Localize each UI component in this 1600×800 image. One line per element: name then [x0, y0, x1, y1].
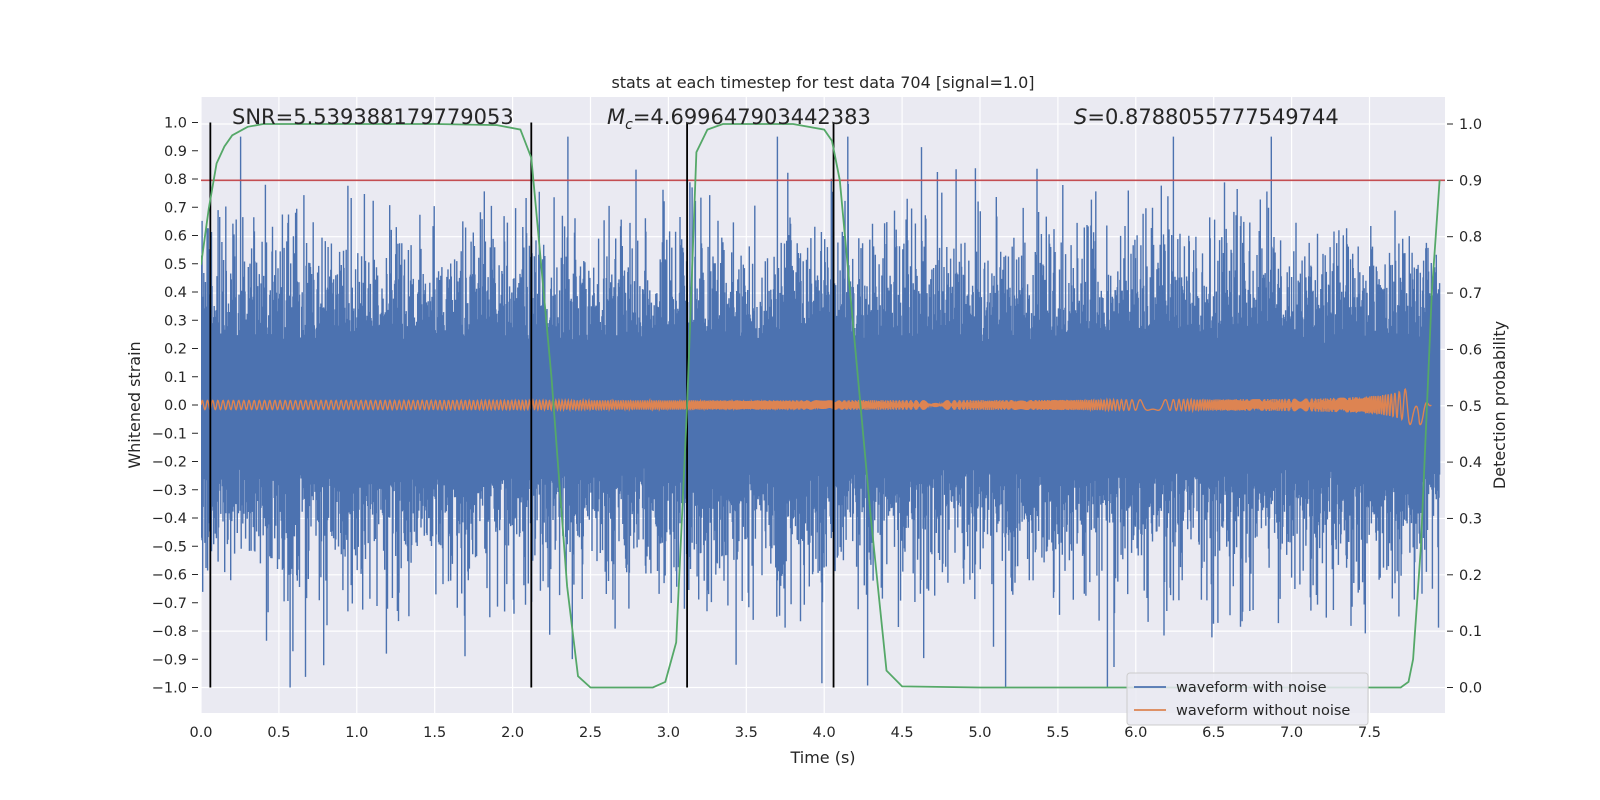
x-tick-label: 5.0 [968, 725, 991, 741]
y-tick-label: −1.0 [152, 681, 187, 697]
chirp-mass-subscript: c [625, 117, 633, 133]
legend: waveform with noise waveform without noi… [1126, 672, 1369, 726]
y-tick-label: 0.8 [164, 172, 187, 188]
chart-title: stats at each timestep for test data 704… [611, 73, 1034, 92]
y-axis-label: Whitened strain [125, 341, 144, 468]
y-tick-labels: −1.0 −0.9 −0.8 −0.7 −0.6 −0.5 −0.4 −0.3 −0.2 −0.1… [152, 116, 198, 697]
x-tick-label: 5.5 [1046, 725, 1069, 741]
y-tick-label: 0.2 [164, 342, 187, 358]
y-tick-label: −0.5 [152, 539, 187, 555]
x-tick-label: 4.5 [891, 725, 914, 741]
y2-tick-label: 0.8 [1459, 230, 1482, 246]
x-tick-label: 0.5 [267, 725, 290, 741]
series-waveform-without-noise [201, 388, 1432, 426]
y-tick-label: −0.1 [152, 426, 187, 442]
y-tick-label: −0.7 [152, 596, 187, 612]
y-tick-label: −0.6 [152, 568, 187, 584]
legend-label-waveform-with-noise: waveform with noise [1176, 680, 1327, 696]
y-tick-label: 0.6 [164, 229, 187, 245]
score-annotation: S=0.8788055777549744 [1074, 105, 1339, 129]
y2-axis-label: Detection probability [1490, 321, 1509, 489]
x-tick-label: 4.0 [813, 725, 836, 741]
y2-tick-label: 1.0 [1459, 117, 1482, 133]
x-tick-label: 2.0 [501, 725, 524, 741]
x-axis-label: Time (s) [789, 748, 855, 767]
x-tick-label: 6.0 [1124, 725, 1147, 741]
y2-tick-label: 0.1 [1459, 624, 1482, 640]
y2-tick-label: 0.7 [1459, 286, 1482, 302]
chirp-mass-annotation: Mc=4.699647903442383 [607, 105, 871, 133]
chirp-mass-value: =4.699647903442383 [633, 105, 871, 129]
legend-box [1126, 672, 1369, 726]
legend-label-waveform-without-noise: waveform without noise [1176, 703, 1350, 719]
x-tick-label: 7.5 [1358, 725, 1381, 741]
x-tick-label: 0.0 [189, 725, 212, 741]
y-tick-label: −0.3 [152, 483, 187, 499]
x-tick-labels: 0.0 0.5 1.0 1.5 2.0 2.5 3.0 3.5 4.0 4.5 5.0 5.5 6.0 6… [189, 725, 1381, 741]
y2-tick-labels: 0.0 0.1 0.2 0.3 0.4 0.5 0.6 0.7 0.8 0.9 1.0 [1447, 117, 1482, 697]
x-tick-label: 3.0 [657, 725, 680, 741]
y-tick-label: 0.1 [164, 370, 187, 386]
y-tick-label: 0.5 [164, 257, 187, 273]
y2-tick-label: 0.6 [1459, 342, 1482, 358]
y-tick-label: 0.3 [164, 313, 187, 329]
y2-tick-label: 0.0 [1459, 681, 1482, 697]
y-tick-label: −0.8 [152, 624, 187, 640]
x-tick-label: 1.5 [423, 725, 446, 741]
y-tick-label: −0.4 [152, 511, 187, 527]
y-tick-label: −0.2 [152, 455, 187, 471]
score-value: =0.8788055777549744 [1087, 105, 1338, 129]
y2-tick-label: 0.4 [1459, 455, 1482, 471]
y-tick-label: 0.4 [164, 285, 187, 301]
chirp-mass-symbol: M [607, 105, 625, 129]
y-tick-label: 0.7 [164, 200, 187, 216]
x-tick-label: 6.5 [1202, 725, 1225, 741]
snr-annotation: SNR=5.539388179779053 [232, 105, 514, 129]
y2-tick-label: 0.5 [1459, 399, 1482, 415]
x-tick-label: 3.5 [735, 725, 758, 741]
x-tick-label: 7.0 [1280, 725, 1303, 741]
y2-tick-label: 0.3 [1459, 511, 1482, 527]
score-symbol: S [1074, 105, 1087, 129]
y-tick-label: −0.9 [152, 652, 187, 668]
y2-tick-label: 0.2 [1459, 568, 1482, 584]
y2-tick-label: 0.9 [1459, 173, 1482, 189]
x-tick-label: 1.0 [345, 725, 368, 741]
y-tick-label: 1.0 [164, 116, 187, 132]
x-tick-label: 2.5 [579, 725, 602, 741]
y-tick-label: 0.9 [164, 144, 187, 160]
y-tick-label: 0.0 [164, 398, 187, 414]
